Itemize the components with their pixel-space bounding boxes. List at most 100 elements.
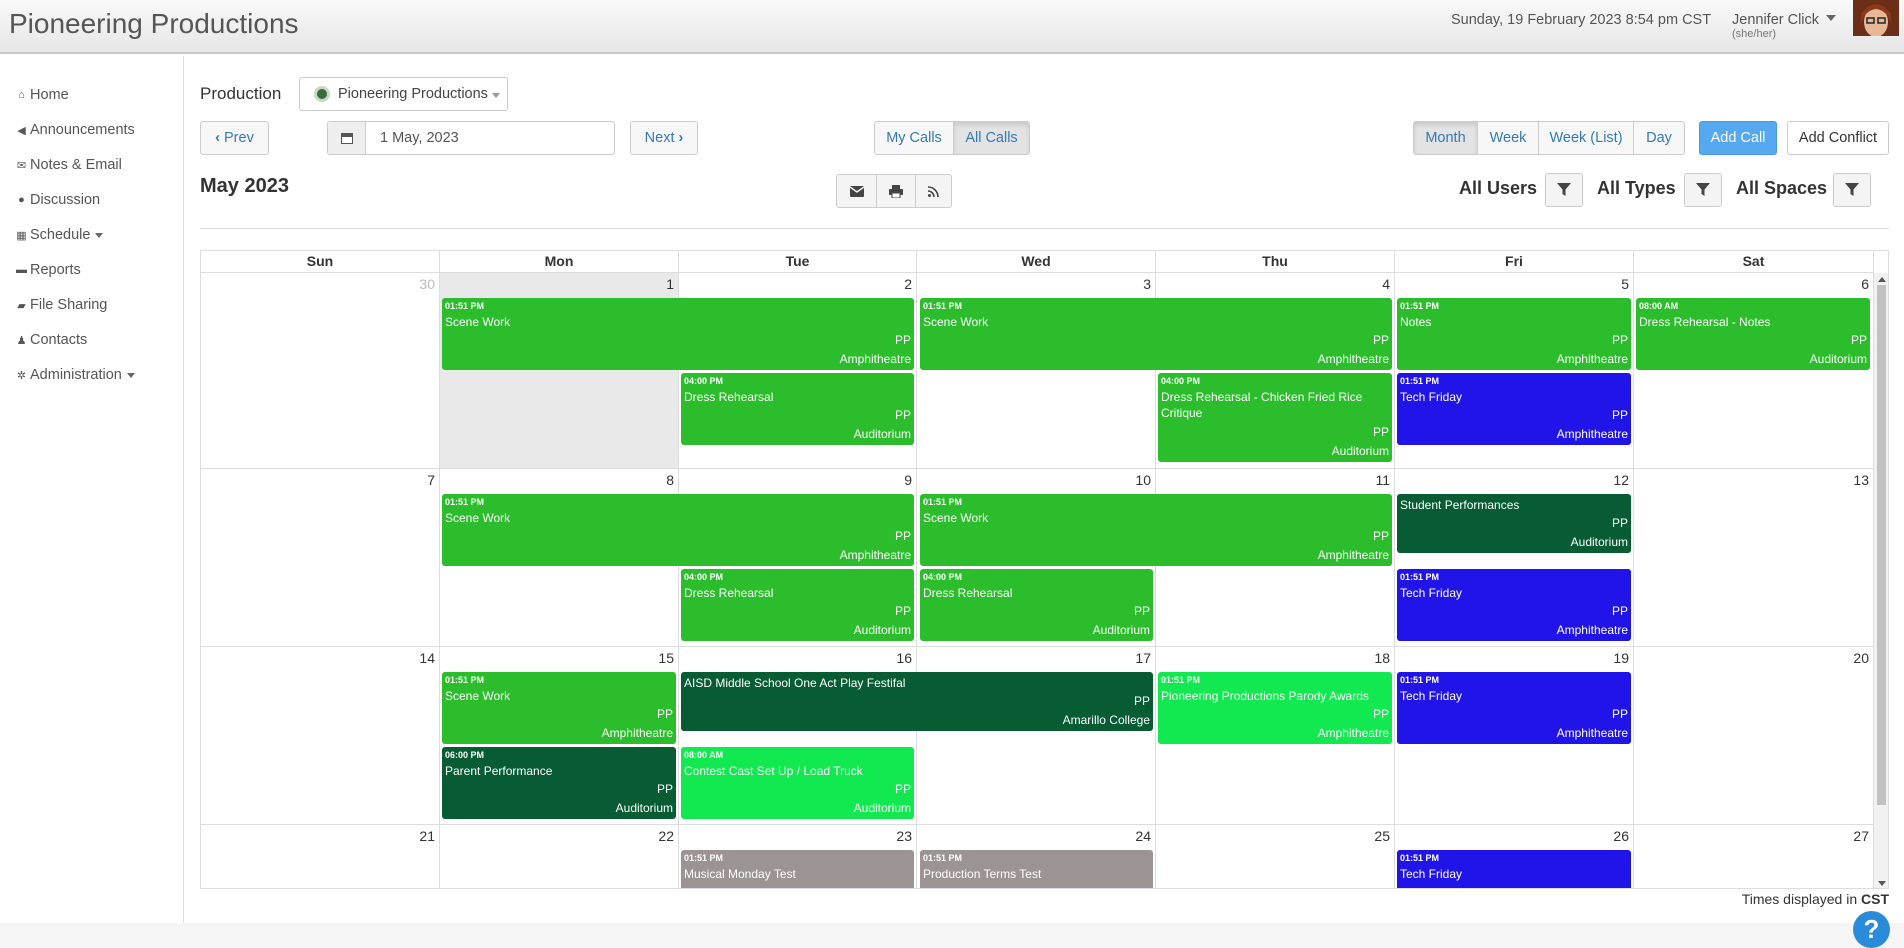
calendar-event[interactable]: 08:00 AM Contest Cast Set Up / Load Truc… bbox=[681, 747, 914, 819]
month-view-button[interactable]: Month bbox=[1413, 121, 1478, 155]
month-title: May 2023 bbox=[200, 175, 289, 197]
event-location: Amphitheatre bbox=[1556, 623, 1628, 637]
day-cell[interactable]: 30 bbox=[201, 273, 440, 469]
day-cell[interactable]: 17 bbox=[917, 647, 1156, 825]
week-list-view-button[interactable]: Week (List) bbox=[1538, 121, 1634, 155]
sidebar-item-file-sharing[interactable]: ▰ File Sharing bbox=[15, 297, 107, 313]
day-cell[interactable]: 21 bbox=[201, 825, 440, 888]
day-cell[interactable]: 2 bbox=[679, 273, 917, 469]
users-filter-button[interactable] bbox=[1545, 173, 1583, 207]
day-number: 11 bbox=[1375, 472, 1390, 488]
day-cell[interactable]: 26 bbox=[1395, 825, 1634, 888]
calendar-event[interactable]: 01:51 PM Pioneering Productions Parody A… bbox=[1158, 672, 1392, 744]
calendar-event[interactable]: 04:00 PM Dress Rehearsal PP Auditorium bbox=[920, 569, 1153, 641]
event-production: PP bbox=[1850, 333, 1867, 347]
calendar-event[interactable]: 01:51 PM Scene Work PP Amphitheatre bbox=[442, 672, 676, 744]
day-cell[interactable]: 4 bbox=[1156, 273, 1395, 469]
sidebar-item-discussion[interactable]: ● Discussion bbox=[15, 192, 100, 208]
week-view-button[interactable]: Week bbox=[1477, 121, 1539, 155]
add-conflict-button[interactable]: Add Conflict bbox=[1787, 121, 1889, 155]
calendar-event[interactable]: 01:51 PM Scene Work PP Amphitheatre bbox=[442, 298, 914, 370]
day-cell[interactable]: 7 bbox=[201, 469, 440, 647]
all-calls-button[interactable]: All Calls bbox=[953, 121, 1030, 155]
day-cell[interactable]: 6 bbox=[1634, 273, 1874, 469]
calendar-event[interactable]: 08:00 AM Dress Rehearsal - Notes PP Audi… bbox=[1636, 298, 1870, 370]
sidebar-item-announcements[interactable]: ◀ Announcements bbox=[15, 122, 135, 138]
calendar-event[interactable]: 01:51 PM Tech Friday PP Amphitheatre bbox=[1397, 569, 1631, 641]
calendar-event[interactable]: 01:51 PM Tech Friday bbox=[1397, 850, 1631, 888]
calendar-event[interactable]: 04:00 PM Dress Rehearsal - Chicken Fried… bbox=[1158, 373, 1392, 462]
help-button[interactable]: ? bbox=[1853, 911, 1890, 948]
production-select-value: Pioneering Productions bbox=[338, 86, 488, 102]
sidebar-item-reports[interactable]: ▬ Reports bbox=[15, 262, 81, 278]
spaces-filter-button[interactable] bbox=[1833, 173, 1871, 207]
day-number: 26 bbox=[1613, 828, 1629, 844]
sidebar-item-notes-email[interactable]: ✉ Notes & Email bbox=[15, 157, 122, 173]
day-view-button[interactable]: Day bbox=[1633, 121, 1685, 155]
day-cell[interactable]: 25 bbox=[1156, 825, 1395, 888]
day-cell[interactable]: 19 bbox=[1395, 647, 1634, 825]
day-number: 25 bbox=[1374, 828, 1390, 844]
day-cell[interactable]: 13 bbox=[1634, 469, 1874, 647]
calendar-event[interactable]: 04:00 PM Dress Rehearsal PP Auditorium bbox=[681, 569, 914, 641]
calendar-icon[interactable] bbox=[328, 122, 366, 154]
event-time: 01:51 PM bbox=[1400, 301, 1440, 311]
sidebar-item-schedule[interactable]: ▦ Schedule bbox=[15, 227, 104, 243]
day-cell[interactable]: 3 bbox=[917, 273, 1156, 469]
event-name: Notes bbox=[1400, 315, 1432, 329]
day-cell[interactable]: 15 bbox=[440, 647, 679, 825]
event-location: Auditorium bbox=[615, 801, 673, 815]
print-button[interactable] bbox=[876, 174, 916, 208]
sidebar-item-contacts[interactable]: ♟ Contacts bbox=[15, 332, 88, 348]
app-title[interactable]: Pioneering Productions bbox=[9, 8, 299, 39]
event-location: Auditorium bbox=[1331, 444, 1389, 458]
current-datetime: Sunday, 19 February 2023 8:54 pm CST bbox=[1451, 12, 1712, 28]
production-select[interactable]: Pioneering Productions bbox=[299, 77, 508, 111]
day-cell[interactable]: 11 bbox=[1156, 469, 1395, 647]
types-filter-button[interactable] bbox=[1684, 173, 1722, 207]
rss-icon bbox=[928, 185, 939, 197]
calendar-scrollbar[interactable] bbox=[1874, 273, 1888, 888]
calendar-event[interactable]: 01:51 PM Musical Monday Test bbox=[681, 850, 914, 888]
calendar-event[interactable]: Student Performances PP Auditorium bbox=[1397, 494, 1631, 553]
my-calls-button[interactable]: My Calls bbox=[874, 121, 954, 155]
day-cell[interactable]: 9 bbox=[679, 469, 917, 647]
user-menu[interactable]: Jennifer Click bbox=[1732, 12, 1837, 28]
event-time: 01:51 PM bbox=[1161, 675, 1201, 685]
calendar-event[interactable]: 04:00 PM Dress Rehearsal PP Auditorium bbox=[681, 373, 914, 445]
day-cell[interactable]: 23 bbox=[679, 825, 917, 888]
sidebar-item-administration[interactable]: ✲ Administration bbox=[15, 367, 135, 383]
calendar-event[interactable]: 01:51 PM Scene Work PP Amphitheatre bbox=[920, 298, 1392, 370]
day-cell[interactable]: 27 bbox=[1634, 825, 1874, 888]
email-button[interactable] bbox=[836, 174, 877, 208]
calendar-event[interactable]: 01:51 PM Tech Friday PP Amphitheatre bbox=[1397, 373, 1631, 445]
day-cell[interactable]: 12 bbox=[1395, 469, 1634, 647]
day-cell[interactable]: 18 bbox=[1156, 647, 1395, 825]
sidebar-item-home[interactable]: ⌂ Home bbox=[15, 87, 69, 103]
scroll-down-arrow-icon[interactable] bbox=[1878, 881, 1886, 886]
add-call-button[interactable]: Add Call bbox=[1699, 121, 1777, 155]
calendar-event[interactable]: AISD Middle School One Act Play Festifal… bbox=[681, 672, 1153, 731]
calendar-event[interactable]: 01:51 PM Scene Work PP Amphitheatre bbox=[920, 494, 1392, 566]
event-time: 01:51 PM bbox=[923, 853, 963, 863]
avatar[interactable] bbox=[1853, 0, 1899, 36]
dow-header: Sun bbox=[201, 251, 440, 273]
day-cell[interactable]: 20 bbox=[1634, 647, 1874, 825]
day-cell[interactable]: 16 bbox=[679, 647, 917, 825]
day-cell[interactable]: 24 bbox=[917, 825, 1156, 888]
rss-button[interactable] bbox=[915, 174, 952, 208]
calendar-event[interactable]: 01:51 PM Notes PP Amphitheatre bbox=[1397, 298, 1631, 370]
next-button[interactable]: Next › bbox=[630, 121, 698, 155]
calendar-event[interactable]: 06:00 PM Parent Performance PP Auditoriu… bbox=[442, 747, 676, 819]
scrollbar-thumb[interactable] bbox=[1877, 285, 1886, 805]
day-cell[interactable]: 22 bbox=[440, 825, 679, 888]
scroll-up-arrow-icon[interactable] bbox=[1878, 277, 1886, 282]
calendar-event[interactable]: 01:51 PM Tech Friday PP Amphitheatre bbox=[1397, 672, 1631, 744]
day-cell[interactable]: 14 bbox=[201, 647, 440, 825]
day-cell[interactable]: 5 bbox=[1395, 273, 1634, 469]
calendar-event[interactable]: 01:51 PM Production Terms Test bbox=[920, 850, 1153, 888]
calendar-event[interactable]: 01:51 PM Scene Work PP Amphitheatre bbox=[442, 494, 914, 566]
date-picker[interactable]: 1 May, 2023 bbox=[327, 121, 615, 155]
prev-button[interactable]: ‹ Prev bbox=[200, 121, 269, 155]
date-input-value: 1 May, 2023 bbox=[380, 130, 459, 146]
